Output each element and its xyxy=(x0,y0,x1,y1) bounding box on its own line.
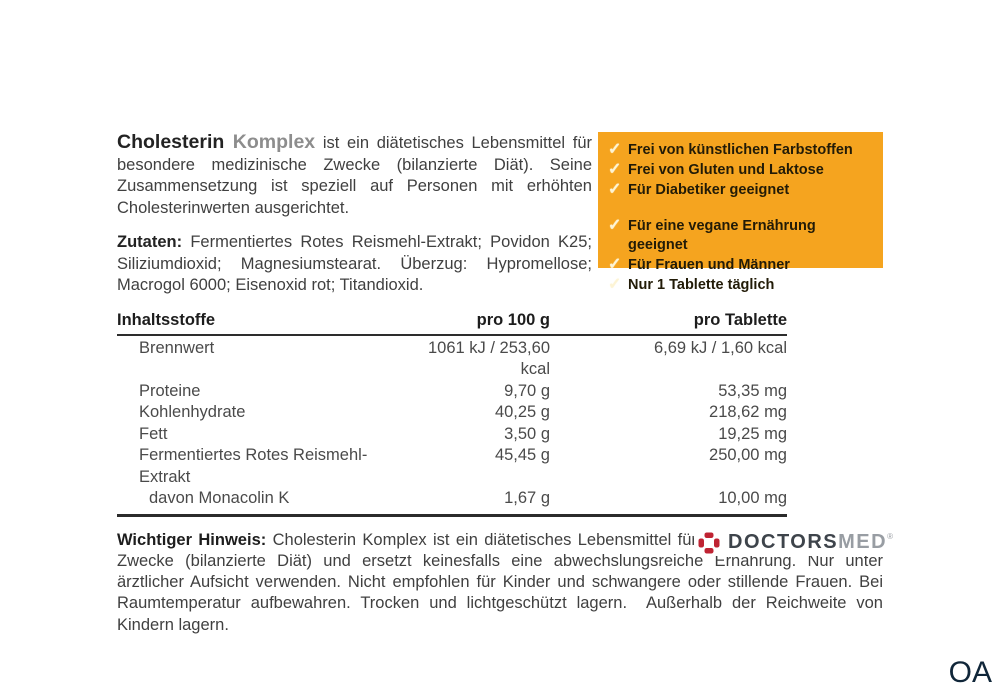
nutrition-table-header: Inhaltsstoffe pro 100 g pro Tablette xyxy=(117,309,787,336)
brand-logo: DOCTORS MED ® xyxy=(694,529,897,556)
table-row: Fett 3,50 g 19,25 mg xyxy=(117,424,787,446)
watermark-oa: OA xyxy=(948,656,992,688)
ingredients-label: Zutaten: xyxy=(117,233,183,251)
claim-item: ✓ Nur 1 Tablette täglich xyxy=(608,275,873,295)
product-name-secondary: Komplex xyxy=(224,131,316,153)
nutrition-table: Inhaltsstoffe pro 100 g pro Tablette Bre… xyxy=(117,309,787,517)
row-value-per-100g: 1061 kJ / 253,60 kcal xyxy=(427,338,550,379)
row-value-per-tablet: 19,25 mg xyxy=(718,424,787,443)
claim-text: Nur 1 Tablette täglich xyxy=(628,277,775,293)
claim-text: Frei von künstlichen Farbstoffen xyxy=(628,142,853,158)
row-label: Kohlenhydrate xyxy=(139,403,246,421)
row-label: Brennwert xyxy=(139,338,215,357)
registered-trademark-symbol: ® xyxy=(887,532,893,541)
row-label: Proteine xyxy=(139,381,201,400)
claim-text: Für Frauen und Männer xyxy=(628,257,790,273)
check-icon: ✓ xyxy=(608,276,622,293)
brand-name-secondary: MED xyxy=(838,531,888,553)
row-label: Fermentiertes Rotes Reismehl-Extrakt xyxy=(139,446,368,486)
claim-item: ✓ Frei von Gluten und Laktose xyxy=(608,160,873,180)
row-value-per-100g: 40,25 g xyxy=(494,403,550,421)
row-value-per-tablet: 250,00 mg xyxy=(709,446,787,464)
row-value-per-100g: 1,67 g xyxy=(504,489,550,507)
brand-name-primary: DOCTORS xyxy=(728,531,839,553)
intro-text: ist ein diätetisches Lebensmittel für be… xyxy=(117,134,592,217)
row-value-per-tablet: 53,35 mg xyxy=(718,381,787,400)
description-column: Cholesterin Komplex ist ein diätetisches… xyxy=(117,131,592,297)
row-value-per-tablet: 6,69 kJ / 1,60 kcal xyxy=(654,338,787,357)
row-value-per-tablet: 218,62 mg xyxy=(709,403,787,421)
claims-group-divider xyxy=(608,200,873,216)
row-value-per-100g: 3,50 g xyxy=(504,424,550,443)
row-value-per-100g: 45,45 g xyxy=(494,446,550,464)
top-section: Cholesterin Komplex ist ein diätetisches… xyxy=(117,131,883,297)
claim-item: ✓ Für eine vegane Ernährung geeignet xyxy=(608,216,873,255)
ingredients-paragraph: Zutaten: Fermentiertes Rotes Reismehl-Ex… xyxy=(117,232,592,297)
nutrition-table-body: Brennwert 1061 kJ / 253,60 kcal 6,69 kJ … xyxy=(117,336,787,517)
table-row: davon Monacolin K 1,67 g 10,00 mg xyxy=(117,488,787,510)
claim-item: ✓ Für Frauen und Männer xyxy=(608,255,873,275)
table-row: Brennwert 1061 kJ / 253,60 kcal 6,69 kJ … xyxy=(117,338,787,381)
check-icon: ✓ xyxy=(608,161,622,178)
column-header-name: Inhaltsstoffe xyxy=(117,310,216,329)
table-row: Proteine 9,70 g 53,35 mg xyxy=(117,381,787,403)
column-header-per-tablet: pro Tablette xyxy=(693,310,787,329)
check-icon: ✓ xyxy=(608,217,622,234)
check-icon: ✓ xyxy=(608,181,622,198)
claim-text: Frei von Gluten und Laktose xyxy=(628,162,824,178)
row-value-per-100g: 9,70 g xyxy=(504,381,550,400)
table-row: Fermentiertes Rotes Reismehl-Extrakt 45,… xyxy=(117,445,787,488)
claims-box: ✓ Frei von künstlichen Farbstoffen ✓ Fre… xyxy=(598,132,883,293)
claim-item: ✓ Für Diabetiker geeignet xyxy=(608,180,873,200)
medical-cross-icon xyxy=(698,532,720,553)
product-name-primary: Cholesterin xyxy=(117,131,225,153)
table-row: Kohlenhydrate 40,25 g 218,62 mg xyxy=(117,402,787,424)
claim-text: Für eine vegane Ernährung geeignet xyxy=(628,218,816,253)
claim-item: ✓ Frei von künstlichen Farbstoffen xyxy=(608,140,873,160)
intro-paragraph: Cholesterin Komplex ist ein diätetisches… xyxy=(117,131,592,219)
label-content: Cholesterin Komplex ist ein diätetisches… xyxy=(117,131,883,636)
row-label: davon Monacolin K xyxy=(149,489,290,507)
check-icon: ✓ xyxy=(608,141,622,158)
important-note-label: Wichtiger Hinweis: xyxy=(117,530,267,549)
column-header-per-100g: pro 100 g xyxy=(476,310,550,329)
check-icon: ✓ xyxy=(608,256,622,273)
claim-text: Für Diabetiker geeignet xyxy=(628,182,790,198)
row-label: Fett xyxy=(139,424,168,443)
ingredients-text: Fermentiertes Rotes Reismehl-Extrakt; Po… xyxy=(117,233,592,294)
row-value-per-tablet: 10,00 mg xyxy=(718,489,787,507)
